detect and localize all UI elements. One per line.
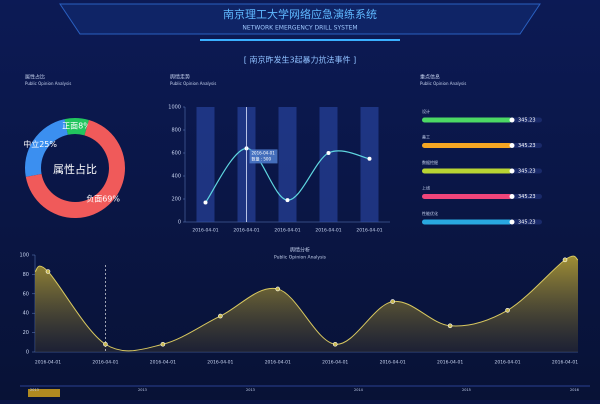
x-tick-label: 2016-04-01 (92, 360, 118, 366)
value-label: 345.23 (518, 169, 536, 175)
segment-label: 正面8% (62, 122, 91, 131)
column-band (278, 107, 297, 222)
panel-title: 舆情分析 (290, 247, 310, 254)
panel-title: 属性占比 (25, 74, 45, 81)
y-tick-label: 0 (26, 350, 29, 356)
x-tick-label: 2016-04-01 (315, 228, 341, 234)
timeline-label: 2015 (462, 388, 471, 392)
y-tick-label: 600 (171, 151, 181, 157)
x-tick-label: 2016-04-01 (150, 360, 176, 366)
panel-subtitle: Public Opinion Analysis (170, 81, 216, 86)
point (160, 341, 166, 347)
x-tick-label: 2016-04-01 (552, 360, 578, 366)
point (203, 200, 208, 205)
timeline-label: 2013 (246, 388, 255, 392)
donut-center-label: 属性占比 (53, 162, 97, 176)
donut-segment (25, 119, 68, 177)
y-tick-label: 100 (19, 253, 29, 259)
point (103, 341, 108, 347)
panel-subtitle: Public Opinion Analysis (274, 255, 327, 261)
bar-label: 上线 (422, 185, 430, 191)
panel-subtitle: Public Opinion Analysis (25, 81, 71, 86)
point (218, 313, 223, 319)
x-tick-label: 2016-04-01 (274, 228, 300, 234)
x-tick-label: 2016-04-01 (437, 360, 463, 366)
y-tick-label: 400 (171, 174, 181, 180)
bar-label: 设计 (422, 108, 430, 114)
bar (422, 117, 512, 123)
bar-cap (509, 194, 515, 199)
x-tick-label: 2016-04-01 (233, 228, 259, 234)
x-tick-label: 2016-04-01 (207, 360, 233, 366)
tooltip-text: 2016-04-01 (252, 150, 276, 155)
bar-label: 美工 (422, 134, 430, 140)
y-tick-label: 80 (23, 272, 29, 278)
headline: [ 南京昨发生3起暴力抗法事件 ] (244, 55, 356, 65)
bar (422, 143, 512, 148)
column-band (196, 107, 215, 222)
value-label: 345.23 (518, 143, 536, 149)
value-label: 345.23 (518, 194, 536, 200)
panel-title: 舆情走势 (170, 74, 190, 81)
point (447, 323, 453, 329)
y-tick-label: 200 (171, 197, 181, 203)
point (45, 269, 51, 274)
timeline-label: 2013 (138, 388, 147, 392)
point (367, 156, 372, 161)
point (505, 307, 510, 313)
y-tick-label: 20 (23, 330, 29, 336)
segment-label: 中立25% (23, 139, 57, 149)
timeline-label: 2016 (570, 388, 579, 392)
bar (422, 168, 512, 174)
y-tick-label: 1000 (168, 105, 181, 111)
bar-cap (509, 168, 515, 174)
bar-cap (509, 117, 515, 123)
x-tick-label: 2016-04-01 (322, 360, 348, 366)
point (332, 341, 338, 347)
point (285, 198, 290, 203)
x-tick-label: 2016-04-01 (265, 360, 291, 366)
x-tick-label: 2016-04-01 (192, 228, 218, 234)
donut-segment (64, 118, 89, 136)
panel-subtitle: Public Opinion Analysis (420, 81, 466, 86)
point (275, 286, 281, 292)
y-tick-label: 800 (171, 128, 181, 134)
column-band (319, 107, 338, 222)
x-tick-label: 2016-04-01 (380, 360, 406, 366)
bar-cap (509, 219, 515, 225)
tooltip (249, 149, 278, 164)
segment-label: 负面69% (86, 194, 120, 204)
value-label: 345.23 (518, 220, 536, 226)
bar-label: 数据挖掘 (422, 159, 438, 165)
panel-title: 重点信息 (420, 74, 440, 81)
y-tick-label: 60 (23, 291, 29, 297)
header-frame (59, 3, 541, 35)
point (390, 299, 395, 304)
point (326, 151, 331, 155)
bar-cap (509, 143, 515, 148)
timeline-label: 2013 (30, 388, 39, 392)
value-label: 345.23 (518, 118, 536, 124)
x-tick-label: 2016-04-01 (356, 228, 382, 234)
donut-segment (25, 119, 125, 218)
bar-label: 性能优化 (422, 210, 438, 216)
x-tick-label: 2016-04-01 (35, 360, 61, 366)
y-tick-label: 0 (178, 220, 181, 226)
header-subtitle: NETWORK EMERGENCY DRILL SYSTEM (242, 25, 357, 32)
timeline-handle (28, 389, 60, 397)
bar (422, 194, 512, 199)
timeline-label: 2014 (354, 388, 364, 392)
bar (422, 219, 512, 225)
column-band (360, 107, 379, 222)
x-tick-label: 2016-04-01 (494, 360, 520, 366)
point (562, 257, 568, 263)
y-tick-label: 40 (23, 311, 29, 317)
header-title: 南京理工大学网络应急演练系统 (223, 7, 377, 21)
area (35, 256, 578, 352)
tooltip-text: 数量 : 500 (252, 155, 272, 161)
